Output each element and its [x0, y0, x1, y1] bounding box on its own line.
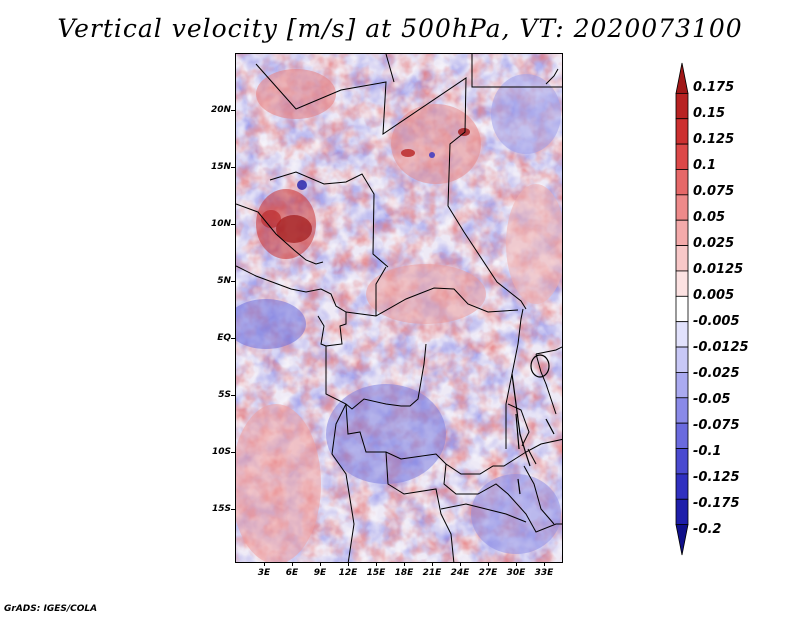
lon-label-9e: 9E	[313, 568, 327, 578]
colorbar-bin	[675, 295, 689, 323]
lat-label-20n: 20N	[210, 105, 231, 115]
lon-tick	[320, 562, 321, 566]
lon-label-27e: 27E	[478, 568, 498, 578]
lat-label-15s: 15S	[211, 504, 231, 514]
colorbar-top-arrow	[675, 62, 689, 94]
colorbar-bin	[675, 448, 689, 475]
colorbar-bin	[675, 270, 689, 297]
lat-label-15n: 15N	[210, 162, 231, 172]
colorbar-bin	[675, 245, 689, 272]
colorbar-bin	[675, 397, 689, 424]
colorbar-bin	[675, 422, 689, 449]
colorbar-bin	[675, 169, 689, 196]
colorbar-label: -0.2	[693, 522, 722, 537]
colorbar-label: -0.025	[693, 366, 740, 381]
lon-label-30e: 30E	[506, 568, 526, 578]
country-borders	[236, 54, 562, 562]
lon-label-15e: 15E	[366, 568, 386, 578]
lat-tick	[231, 110, 236, 111]
chart-title: Vertical velocity [m/s] at 500hPa, VT: 2…	[57, 14, 743, 43]
lat-tick	[231, 395, 236, 396]
colorbar-label: -0.05	[693, 392, 731, 407]
colorbar	[675, 62, 689, 556]
lon-label-21e: 21E	[422, 568, 442, 578]
colorbar-label: -0.005	[693, 314, 740, 329]
lon-label-33e: 33E	[534, 568, 554, 578]
lat-label-5n: 5N	[217, 276, 231, 286]
colorbar-label: 0.1	[693, 158, 717, 173]
lon-tick	[292, 562, 293, 566]
lat-label-10s: 10S	[211, 447, 231, 457]
lat-label-10n: 10N	[210, 219, 231, 229]
lon-tick	[348, 562, 349, 566]
lat-tick	[231, 224, 236, 225]
colorbar-label: -0.125	[693, 470, 740, 485]
colorbar-bin	[675, 321, 689, 348]
lon-label-3e: 3E	[257, 568, 271, 578]
colorbar-label: -0.1	[693, 444, 722, 459]
colorbar-label: 0.05	[693, 210, 726, 225]
map-panel	[235, 53, 563, 563]
colorbar-label: 0.025	[693, 236, 735, 251]
lon-tick	[404, 562, 405, 566]
colorbar-label: -0.0125	[693, 340, 749, 355]
lat-tick	[231, 167, 236, 168]
lon-tick	[432, 562, 433, 566]
lat-label-5s: 5S	[218, 390, 231, 400]
footer-credit: GrADS: IGES/COLA	[4, 604, 98, 614]
lon-label-24e: 24E	[450, 568, 470, 578]
lon-tick	[516, 562, 517, 566]
lon-tick	[376, 562, 377, 566]
lon-tick	[264, 562, 265, 566]
lat-label-eq: EQ	[217, 333, 231, 343]
colorbar-bin	[675, 143, 689, 170]
colorbar-label: 0.005	[693, 288, 735, 303]
colorbar-label: 0.075	[693, 184, 735, 199]
lat-tick	[231, 509, 236, 510]
lon-label-12e: 12E	[338, 568, 358, 578]
colorbar-bin	[675, 473, 689, 500]
colorbar-label: -0.075	[693, 418, 740, 433]
colorbar-label: -0.175	[693, 496, 740, 511]
lat-tick	[231, 452, 236, 453]
colorbar-bin	[675, 346, 689, 373]
colorbar-label: 0.0125	[693, 262, 744, 277]
colorbar-label: 0.125	[693, 132, 735, 147]
colorbar-bin	[675, 118, 689, 145]
colorbar-bin	[675, 498, 689, 526]
lon-label-18e: 18E	[394, 568, 414, 578]
lat-tick	[231, 338, 236, 339]
lon-label-6e: 6E	[285, 568, 299, 578]
lon-tick	[488, 562, 489, 566]
colorbar-bottom-arrow	[675, 524, 689, 556]
lon-tick	[460, 562, 461, 566]
colorbar-bin	[675, 92, 689, 120]
colorbar-label: 0.15	[693, 106, 726, 121]
lat-tick	[231, 281, 236, 282]
lon-tick	[544, 562, 545, 566]
colorbar-bin	[675, 194, 689, 221]
vertical-velocity-field	[236, 54, 562, 562]
colorbar-bin	[675, 372, 689, 399]
colorbar-bin	[675, 219, 689, 246]
colorbar-label: 0.175	[693, 80, 735, 95]
